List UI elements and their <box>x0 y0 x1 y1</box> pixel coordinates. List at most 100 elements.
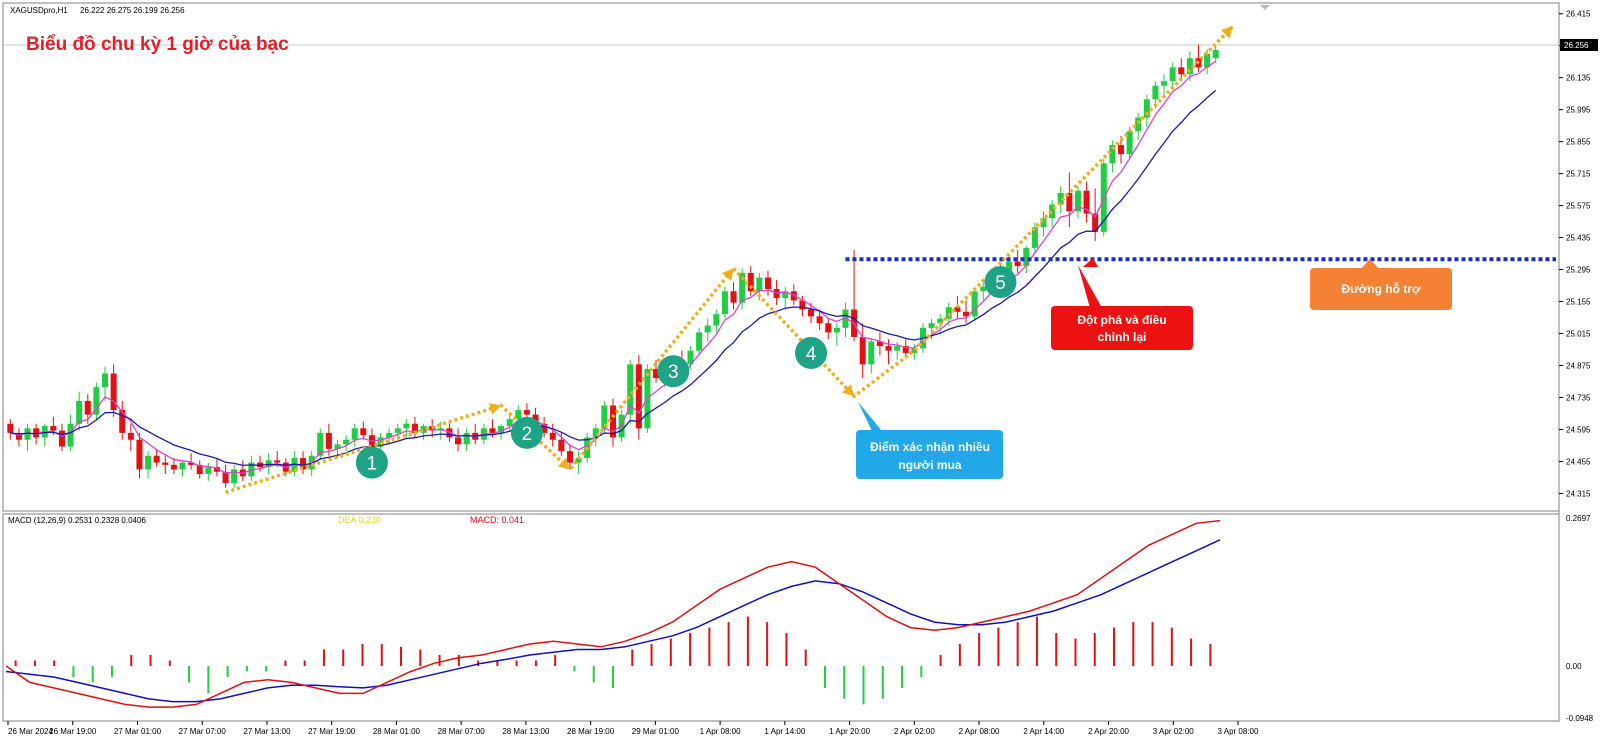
candle <box>592 423 599 447</box>
candle <box>1074 186 1081 219</box>
candle-body <box>592 428 599 438</box>
candle-body <box>799 300 806 310</box>
macd-main-line <box>5 519 1221 708</box>
candle-body <box>825 323 832 333</box>
breakout-callout-pointer-link <box>1078 265 1102 308</box>
candle <box>713 309 720 333</box>
candle <box>1083 181 1090 223</box>
candle <box>635 355 642 440</box>
candle <box>102 366 109 401</box>
candles-layer <box>7 44 1219 488</box>
candle <box>317 428 324 461</box>
candle-body <box>1031 227 1038 248</box>
wave-circle <box>657 355 690 388</box>
wave-number: 5 <box>995 273 1006 294</box>
candle <box>506 414 513 431</box>
candle-body <box>1014 261 1021 267</box>
candle-body <box>730 291 737 303</box>
candle <box>472 423 479 445</box>
macd-axis-label: 0.2697 <box>1566 514 1591 523</box>
candle-body <box>110 373 117 411</box>
candle-body <box>403 423 410 429</box>
candle-body <box>816 316 823 324</box>
candle <box>842 302 849 337</box>
candle-body <box>170 464 177 470</box>
candle <box>93 382 100 420</box>
price-label: 26.415 <box>1566 10 1591 19</box>
candle <box>833 323 840 347</box>
buyers-callout-pointer <box>858 402 882 431</box>
candle <box>1143 94 1150 127</box>
candle-body <box>653 368 660 379</box>
candle-body <box>782 291 789 299</box>
macd-indicator-label: MACD (12,26,9) 0.2531 0.2328 0.0406 <box>8 516 146 525</box>
candle <box>696 327 703 356</box>
candle-body <box>84 400 91 415</box>
breakout-callout: Đột phá và điều chỉnh lại <box>1051 258 1193 350</box>
candle-body <box>1074 190 1081 212</box>
candle <box>265 453 272 475</box>
candle-body <box>635 364 642 429</box>
candle <box>721 286 728 319</box>
candle <box>213 458 220 477</box>
candle <box>205 462 212 481</box>
candle-body <box>394 428 401 433</box>
wave-number: 1 <box>367 454 378 475</box>
candle <box>885 339 892 365</box>
time-label: 26 Mar 2024 <box>8 727 53 736</box>
wave-arrowhead <box>721 268 734 281</box>
wave-circle <box>510 416 543 449</box>
wave-circle <box>355 446 388 479</box>
candle-body <box>1049 204 1056 219</box>
candle-body <box>773 288 780 299</box>
ma-slow-line <box>10 89 1217 467</box>
candle-body <box>1212 50 1219 59</box>
candle-body <box>386 432 393 438</box>
time-label: 26 Mar 19:00 <box>49 727 97 736</box>
candle-body <box>549 432 556 440</box>
trend-arrows <box>225 25 1235 494</box>
candle-body <box>532 414 539 424</box>
price-axis: 26.41526.27526.13525.99525.85525.71525.5… <box>1559 10 1591 498</box>
wave-arrowhead <box>557 457 570 470</box>
support-callout-box <box>1310 268 1452 310</box>
time-label: 28 Mar 13:00 <box>502 727 550 736</box>
candle-body <box>1135 117 1142 132</box>
breakout-callout-box <box>1051 306 1193 350</box>
candle-body <box>902 346 909 353</box>
wave-circle <box>984 266 1017 299</box>
candle <box>825 318 832 340</box>
candle <box>351 423 358 447</box>
candle-body <box>696 332 703 351</box>
candle-body <box>515 410 522 420</box>
candle-body <box>747 272 754 292</box>
candle-body <box>351 428 358 440</box>
candle <box>747 266 754 296</box>
candle <box>902 339 909 358</box>
shift-marker-icon[interactable] <box>1260 5 1270 10</box>
candle-body <box>498 426 505 433</box>
candle <box>58 423 65 452</box>
candle-body <box>945 307 952 319</box>
candle <box>1212 45 1219 64</box>
price-label: 25.155 <box>1566 298 1591 307</box>
candle-body <box>739 272 746 303</box>
candle <box>1014 250 1021 273</box>
candle-body <box>119 410 126 433</box>
candle <box>325 423 332 456</box>
candle <box>601 400 608 433</box>
candle <box>816 309 823 331</box>
candle-body <box>325 432 332 449</box>
candle-body <box>1066 193 1073 212</box>
candle-body <box>721 291 728 315</box>
candle <box>162 455 169 475</box>
candle-body <box>196 464 203 475</box>
time-label: 28 Mar 01:00 <box>373 727 421 736</box>
candle-body <box>704 325 711 333</box>
candle <box>1066 172 1073 228</box>
candle-body <box>136 439 143 470</box>
candle <box>41 423 48 447</box>
candle <box>300 451 307 475</box>
